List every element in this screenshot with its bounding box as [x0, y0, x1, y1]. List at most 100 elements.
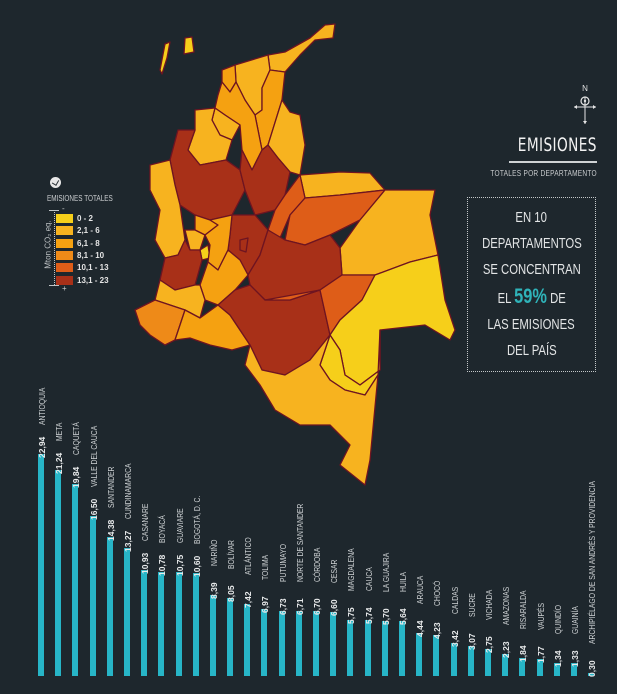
bar-category-label: VAUPÉS: [536, 602, 546, 630]
map-legend: EMISIONES TOTALES - + Mton CO₂ eq. 0 - 2…: [44, 174, 154, 294]
legend-swatch: [56, 275, 73, 285]
dept-providencia: [183, 36, 195, 55]
bar-value-label: 14,38: [105, 519, 116, 541]
bar-value-label: 3,42: [449, 630, 460, 647]
legend-swatch: [56, 250, 73, 260]
bar-category-label: ARCHIPIÉLAGO DE SAN ANDRÉS Y PROVIDENCIA: [588, 480, 598, 644]
bar-category-label: META: [55, 423, 65, 442]
legend-scale-axis: [54, 210, 55, 285]
callout-line: SE CONCENTRAN: [482, 261, 581, 278]
bar-category-label: GUAVIARE: [175, 508, 185, 543]
legend-item: 13,1 - 23: [56, 275, 109, 285]
bar-value-label: 1,34: [552, 650, 563, 668]
bar-value-label: 0,30: [587, 660, 598, 677]
bar: [347, 620, 354, 676]
bar: [158, 571, 165, 676]
bar: [244, 604, 251, 676]
bar-category-label: LA GUAJIRA: [381, 552, 391, 592]
gauge-icon: [50, 177, 61, 188]
page-subtitle: TOTALES POR DEPARTAMENTO: [490, 169, 597, 178]
dept-amazonas: [244, 334, 379, 486]
bar-value-label: 10,60: [191, 556, 202, 578]
bar-value-label: 6,60: [329, 599, 340, 617]
bar-category-label: NARIÑO: [209, 539, 219, 566]
bar: [519, 658, 526, 676]
bar-category-label: MAGDALENA: [347, 548, 357, 592]
bar-category-label: SANTANDER: [106, 466, 116, 508]
bar: [295, 611, 302, 676]
bar-category-label: PUTUMAYO: [278, 543, 288, 582]
callout-line: LAS EMISIONES: [487, 316, 576, 333]
compass-rose-icon: [574, 96, 596, 124]
bar: [536, 658, 543, 676]
bar: [433, 635, 440, 676]
bar-category-label: BOGOTÁ, D. C.: [192, 496, 202, 545]
bar-value-label: 6,71: [294, 598, 305, 616]
legend-minus-label: -: [62, 204, 65, 213]
legend-title: EMISIONES TOTALES: [47, 194, 113, 203]
legend-item: 0 - 2: [56, 214, 93, 223]
bar-value-label: 13,27: [122, 530, 133, 552]
bar: [38, 454, 44, 676]
bar-category-label: CÓRDOBA: [313, 547, 323, 583]
bar-value-label: 21,24: [54, 453, 65, 475]
bar: [484, 649, 491, 676]
bar-value-label: 8,05: [226, 585, 237, 603]
title-divider: [509, 161, 597, 163]
legend-swatch: [56, 226, 73, 236]
bar-category-label: TOLIMA: [261, 554, 271, 580]
bar: [570, 663, 577, 676]
bar-category-label: AMAZONAS: [502, 587, 512, 626]
callout-pct-suffix: DE: [549, 290, 566, 307]
bar-category-label: HUILA: [398, 572, 408, 593]
legend-swatch: [56, 263, 73, 273]
bar-category-label: ANTIOQUIA: [38, 387, 47, 425]
legend-plus-label: +: [62, 284, 67, 293]
bar-category-label: CHOCÓ: [433, 580, 443, 607]
bar: [398, 621, 405, 676]
bar-value-label: 6,70: [312, 598, 323, 616]
dept-putumayo: [174, 304, 251, 351]
bar-category-label: CAQUETÁ: [72, 422, 82, 455]
bar: [175, 571, 182, 676]
bar: [261, 608, 268, 676]
callout-line: DEPARTAMENTOS: [481, 235, 582, 252]
legend-swatch: [56, 238, 73, 248]
callout-pct-line: EL 59% DE: [497, 285, 565, 311]
bar-value-label: 1,33: [569, 650, 580, 668]
legend-item: 8,1 - 10: [56, 250, 104, 260]
bar-category-label: CUNDINAMARCA: [123, 463, 133, 519]
bar: [72, 484, 79, 676]
bar: [123, 547, 130, 676]
bar-category-label: NORTE DE SANTANDER: [295, 503, 305, 583]
bar-value-label: 22,94: [37, 436, 47, 458]
legend-axis-tick: [49, 285, 59, 286]
bar-value-label: 5,74: [363, 607, 374, 625]
legend-label: 10,1 - 13: [77, 263, 109, 273]
dept-risaralda: [184, 229, 206, 251]
legend-item: 6,1 - 8: [56, 238, 100, 248]
bar-value-label: 5,70: [380, 608, 391, 625]
bar: [278, 610, 285, 676]
legend-label: 2,1 - 6: [77, 226, 100, 236]
callout-percentage: 59%: [513, 284, 547, 308]
bar-value-label: 5,64: [397, 608, 408, 626]
legend-item: 2,1 - 6: [56, 226, 100, 236]
bar: [502, 654, 509, 676]
bar: [381, 620, 388, 676]
bar: [467, 646, 474, 676]
bar-value-label: 2,23: [501, 641, 512, 659]
bar: [141, 570, 148, 676]
callout-line: DEL PAÍS: [506, 342, 557, 359]
bar-value-label: 10,93: [140, 552, 151, 575]
bar-value-label: 4,23: [432, 622, 443, 640]
bar-category-label: BOYACÁ: [158, 514, 168, 543]
bar: [55, 470, 62, 676]
compass-north-label: N: [582, 84, 588, 93]
legend-swatch: [56, 214, 73, 223]
bar-value-label: 5,75: [346, 607, 357, 625]
bar-category-label: GUAINÍA: [570, 606, 580, 635]
bar: [227, 598, 234, 676]
